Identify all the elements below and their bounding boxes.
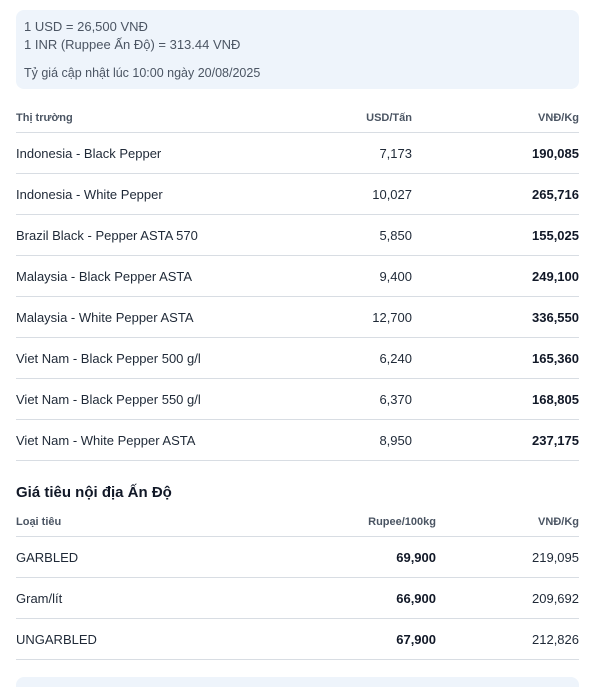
table-row: Viet Nam - White Pepper ASTA 8,950 237,175 <box>16 419 579 461</box>
row-value: 66,900 <box>316 577 436 619</box>
table-header-row: Loại tiêu Rupee/100kg VNĐ/Kg <box>16 508 579 537</box>
india-section-title: Giá tiêu nội địa Ấn Độ <box>16 484 172 501</box>
row-value: 69,900 <box>316 536 436 578</box>
row-value: 6,240 <box>316 337 412 379</box>
row-value: 336,550 <box>412 296 579 338</box>
row-label: Gram/lít <box>16 577 316 619</box>
row-value: 219,095 <box>436 536 579 578</box>
header-rupee-per-100kg: Rupee/100kg <box>316 508 436 537</box>
rate-updated-time: Tỷ giá cập nhật lúc 10:00 ngày 20/08/202… <box>24 66 261 80</box>
row-value: 6,370 <box>316 378 412 420</box>
row-label: Brazil Black - Pepper ASTA 570 <box>16 214 316 256</box>
row-value: 168,805 <box>412 378 579 420</box>
row-label: Indonesia - White Pepper <box>16 173 316 215</box>
market-price-table: Thị trường USD/Tấn VNĐ/Kg Indonesia - Bl… <box>16 104 579 461</box>
row-value: 165,360 <box>412 337 579 379</box>
header-vnd-per-kg: VNĐ/Kg <box>436 508 579 537</box>
row-label: GARBLED <box>16 536 316 578</box>
row-label: Viet Nam - White Pepper ASTA <box>16 419 316 461</box>
inr-rate: 1 INR (Ruppee Ấn Độ) = 313.44 VNĐ <box>24 37 241 52</box>
table-row: Indonesia - White Pepper 10,027 265,716 <box>16 173 579 215</box>
table-row: Viet Nam - Black Pepper 550 g/l 6,370 168,… <box>16 378 579 420</box>
row-value: 8,950 <box>316 419 412 461</box>
row-value: 265,716 <box>412 173 579 215</box>
india-price-table: Loại tiêu Rupee/100kg VNĐ/Kg GARBLED 69,9… <box>16 508 579 660</box>
row-value: 190,085 <box>412 132 579 174</box>
row-value: 67,900 <box>316 618 436 660</box>
header-usd-per-ton: USD/Tấn <box>316 104 412 133</box>
row-value: 155,025 <box>412 214 579 256</box>
row-value: 212,826 <box>436 618 579 660</box>
row-label: Viet Nam - Black Pepper 550 g/l <box>16 378 316 420</box>
row-value: 5,850 <box>316 214 412 256</box>
row-value: 9,400 <box>316 255 412 297</box>
row-value: 10,027 <box>316 173 412 215</box>
row-value: 12,700 <box>316 296 412 338</box>
row-value: 209,692 <box>436 577 579 619</box>
row-value: 237,175 <box>412 419 579 461</box>
table-row: Gram/lít 66,900 209,692 <box>16 577 579 619</box>
header-pepper-type: Loại tiêu <box>16 508 316 537</box>
table-row: Malaysia - Black Pepper ASTA 9,400 249,100 <box>16 255 579 297</box>
header-vnd-per-kg: VNĐ/Kg <box>412 104 579 133</box>
row-value: 7,173 <box>316 132 412 174</box>
row-label: Malaysia - White Pepper ASTA <box>16 296 316 338</box>
table-row: Viet Nam - Black Pepper 500 g/l 6,240 165,… <box>16 337 579 379</box>
next-section-box <box>16 677 579 687</box>
usd-rate: 1 USD = 26,500 VNĐ <box>24 19 148 34</box>
header-market: Thị trường <box>16 104 316 133</box>
exchange-rate-box: 1 USD = 26,500 VNĐ 1 INR (Ruppee Ấn Độ) … <box>16 10 579 89</box>
row-label: Malaysia - Black Pepper ASTA <box>16 255 316 297</box>
row-label: UNGARBLED <box>16 618 316 660</box>
table-row: Indonesia - Black Pepper 7,173 190,085 <box>16 132 579 174</box>
row-label: Indonesia - Black Pepper <box>16 132 316 174</box>
table-row: GARBLED 69,900 219,095 <box>16 536 579 578</box>
table-row: Brazil Black - Pepper ASTA 570 5,850 155,0… <box>16 214 579 256</box>
table-row: Malaysia - White Pepper ASTA 12,700 336,55… <box>16 296 579 338</box>
row-value: 249,100 <box>412 255 579 297</box>
row-label: Viet Nam - Black Pepper 500 g/l <box>16 337 316 379</box>
table-header-row: Thị trường USD/Tấn VNĐ/Kg <box>16 104 579 133</box>
table-row: UNGARBLED 67,900 212,826 <box>16 618 579 660</box>
